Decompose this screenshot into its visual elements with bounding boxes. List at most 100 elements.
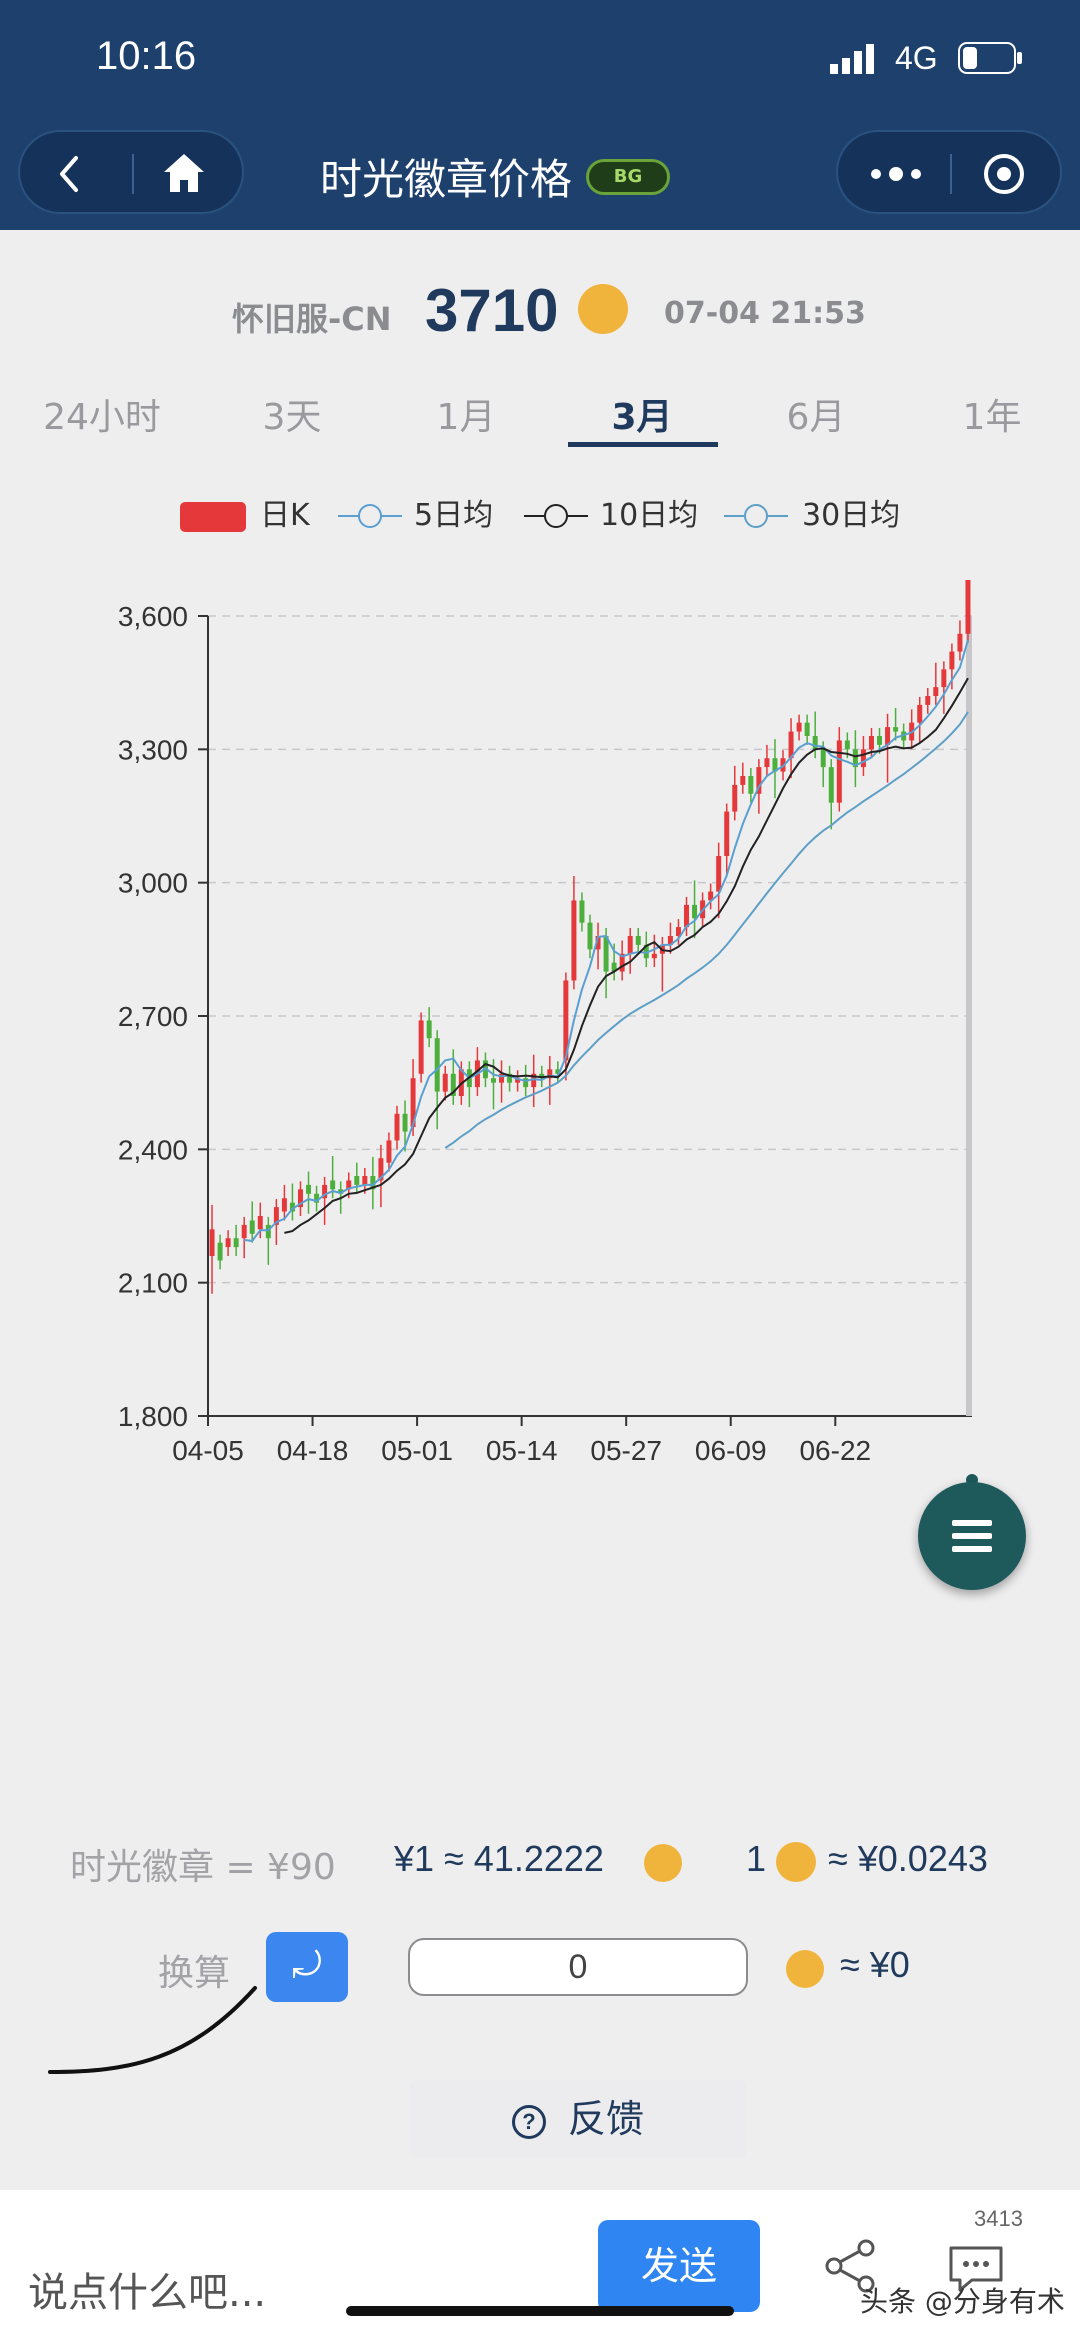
candle (627, 936, 633, 954)
coin-icon (786, 1950, 824, 1988)
x-tick-label: 05-01 (381, 1435, 453, 1466)
candle (426, 1020, 432, 1039)
status-time: 10:16 (96, 34, 197, 78)
candle (716, 856, 722, 892)
candle (684, 904, 689, 928)
tab-3m[interactable]: 3月 (611, 397, 673, 438)
candle (579, 900, 585, 923)
candle (241, 1224, 247, 1239)
candle (370, 1176, 376, 1190)
y-tick-label: 1,800 (118, 1401, 188, 1432)
ma5-line (244, 639, 969, 1242)
divider (132, 154, 134, 194)
more-icon[interactable] (868, 164, 924, 184)
candle (844, 740, 850, 750)
candle (619, 953, 625, 972)
y-tick-label: 2,400 (118, 1134, 188, 1165)
candle (338, 1189, 344, 1194)
close-mini-program-icon[interactable] (982, 152, 1026, 196)
candle (434, 1038, 440, 1092)
home-indicator (346, 2306, 734, 2316)
range-tabs: 24小时 3天 1月 3月 6月 1年 (0, 388, 1080, 458)
candle (450, 1073, 456, 1096)
candle (611, 962, 617, 972)
x-tick-label: 04-18 (277, 1435, 349, 1466)
candle (289, 1202, 295, 1212)
signal-icon (830, 44, 874, 74)
y-tick-label: 2,700 (118, 1001, 188, 1032)
x-tick-label: 05-14 (486, 1435, 558, 1466)
home-icon[interactable] (162, 152, 206, 194)
nav-pill-right (836, 130, 1062, 214)
candle (257, 1216, 263, 1230)
x-tick-label: 06-09 (695, 1435, 767, 1466)
convert-amount-input[interactable]: 0 (408, 1938, 748, 1996)
feedback-button[interactable]: ? 反馈 (410, 2080, 746, 2158)
coin-icon (776, 1842, 816, 1882)
badge-icon: BG (586, 158, 671, 195)
ma30-line (444, 711, 969, 1149)
comment-icon[interactable] (946, 2244, 1006, 2294)
candle (804, 722, 810, 736)
tab-6m[interactable]: 6月 (786, 397, 846, 438)
legend-label-candles[interactable]: 日K (260, 498, 310, 533)
candle (748, 776, 754, 794)
candle (281, 1198, 287, 1212)
legend-swatch-ma10[interactable] (524, 496, 588, 536)
candle (667, 936, 673, 945)
candle (651, 953, 657, 959)
candle (507, 1073, 513, 1083)
watermark-text: 头条 @分身有术 (860, 2285, 1065, 2318)
legend-label-ma30[interactable]: 30日均 (802, 498, 901, 533)
back-icon[interactable] (54, 154, 84, 194)
candle (217, 1242, 223, 1261)
share-icon[interactable] (822, 2238, 878, 2294)
candle (893, 727, 899, 732)
comment-input[interactable]: 说点什么吧... (28, 2270, 267, 2316)
candle (515, 1078, 521, 1083)
legend-label-ma5[interactable]: 5日均 (414, 498, 494, 533)
chart-legend: 日K 5日均 10日均 30日均 (0, 496, 1080, 536)
tab-24h[interactable]: 24小时 (43, 397, 161, 438)
ma10-line (284, 677, 969, 1234)
menu-fab-button[interactable] (918, 1482, 1026, 1590)
candle (820, 749, 826, 768)
y-tick-label: 3,300 (118, 734, 188, 765)
candle (402, 1113, 408, 1132)
price-timestamp: 07-04 21:53 (664, 296, 866, 331)
y-tick-label: 3,600 (118, 601, 188, 632)
send-button[interactable]: 发送 (598, 2220, 760, 2312)
badge-price-rate: 时光徽章 = ¥90 (70, 1847, 336, 1888)
tab-3d[interactable]: 3天 (262, 397, 322, 438)
candle (531, 1073, 537, 1088)
legend-swatch-candles[interactable] (180, 502, 246, 532)
candle (595, 936, 601, 950)
legend-swatch-ma5[interactable] (338, 496, 402, 536)
help-icon: ? (511, 2104, 546, 2139)
candle (587, 922, 593, 950)
candle (209, 1229, 215, 1256)
y-tick-label: 2,100 (118, 1268, 188, 1299)
candle (933, 687, 939, 696)
candle (314, 1193, 320, 1203)
battery-icon (958, 42, 1022, 74)
y-tick-label: 3,000 (118, 868, 188, 899)
candle (249, 1220, 255, 1234)
candlestick-chart[interactable]: 1,800 2,100 2,400 2,700 3,000 3,300 3,600 04-05… (0, 580, 1080, 1480)
candle (233, 1238, 239, 1248)
legend-swatch-ma30[interactable] (724, 496, 788, 536)
candle (603, 936, 609, 972)
swap-direction-button[interactable]: ⤾ (266, 1932, 348, 2002)
candle (418, 1020, 424, 1074)
menu-icon (952, 1520, 992, 1526)
tab-1y[interactable]: 1年 (962, 397, 1022, 438)
network-label: 4G (895, 40, 938, 76)
tab-1m[interactable]: 1月 (436, 397, 496, 438)
candle (860, 749, 866, 768)
candle (692, 904, 698, 919)
candle (635, 936, 641, 945)
candle (708, 891, 714, 901)
legend-label-ma10[interactable]: 10日均 (600, 498, 699, 533)
candle (772, 758, 778, 772)
candle (885, 727, 891, 745)
